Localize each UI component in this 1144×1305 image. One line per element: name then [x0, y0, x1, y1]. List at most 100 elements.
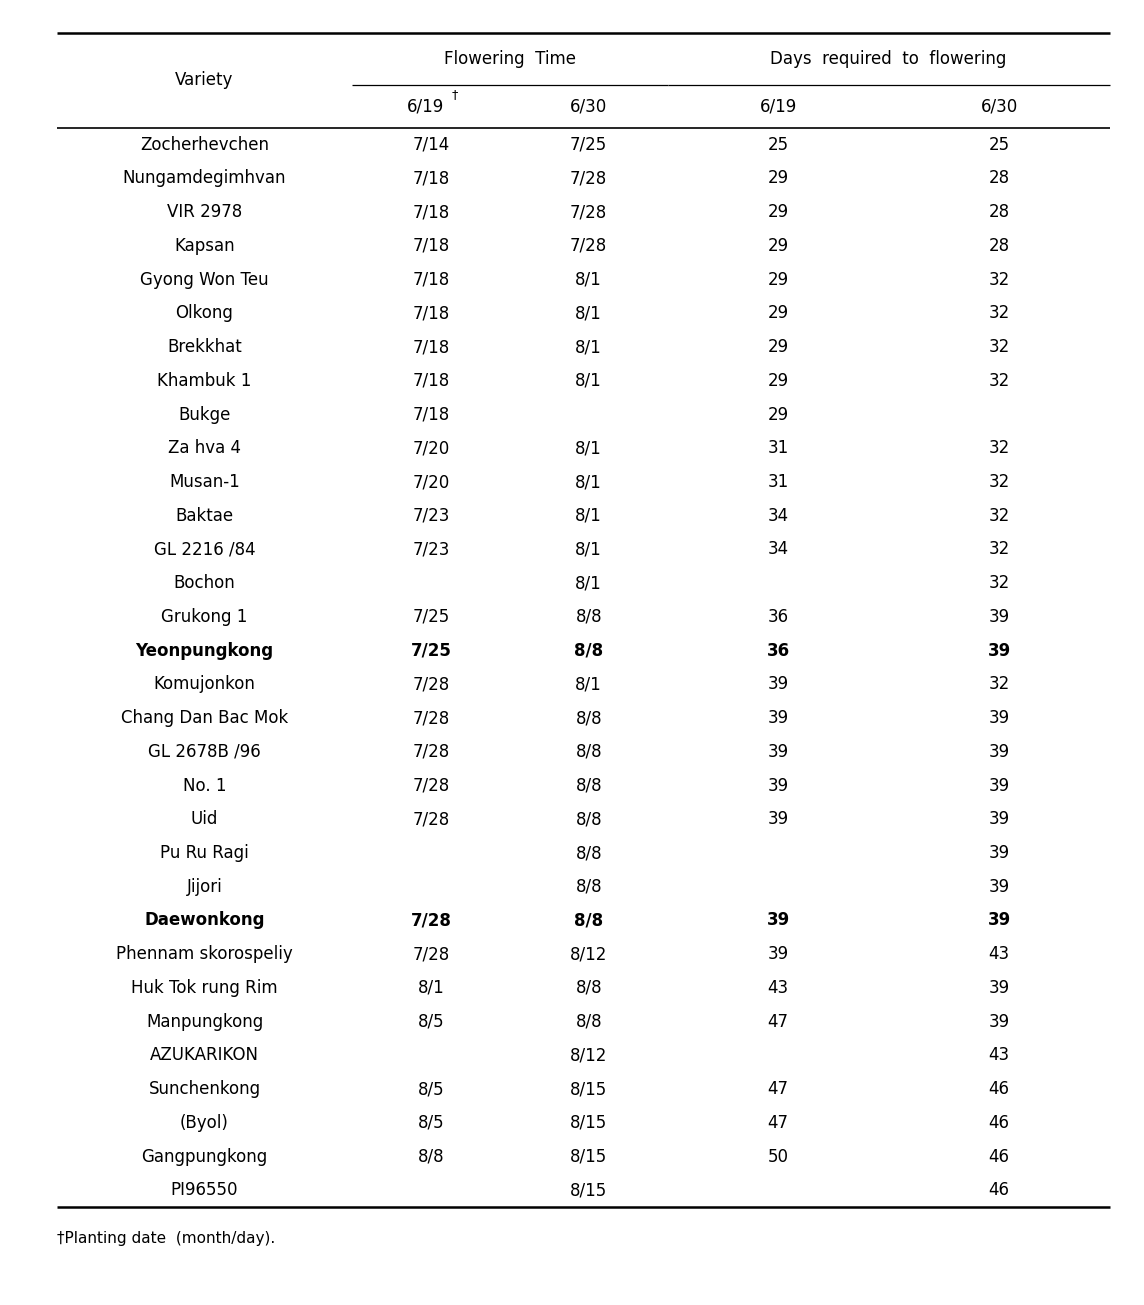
- Text: 8/8: 8/8: [575, 878, 602, 895]
- Text: Khambuk 1: Khambuk 1: [158, 372, 252, 390]
- Text: 7/18: 7/18: [412, 338, 450, 356]
- Text: Gangpungkong: Gangpungkong: [142, 1147, 268, 1165]
- Text: 39: 39: [768, 776, 788, 795]
- Text: 39: 39: [988, 743, 1010, 761]
- Text: 7/28: 7/28: [412, 810, 450, 829]
- Text: 28: 28: [988, 204, 1010, 222]
- Text: VIR 2978: VIR 2978: [167, 204, 243, 222]
- Text: 7/25: 7/25: [412, 608, 450, 626]
- Text: 32: 32: [988, 270, 1010, 288]
- Text: Phennam skorospeliy: Phennam skorospeliy: [117, 945, 293, 963]
- Text: 29: 29: [768, 372, 788, 390]
- Text: 39: 39: [987, 911, 1011, 929]
- Text: Variety: Variety: [175, 72, 233, 89]
- Text: 8/8: 8/8: [575, 776, 602, 795]
- Text: †Planting date  (month/day).: †Planting date (month/day).: [57, 1231, 276, 1245]
- Text: 32: 32: [988, 540, 1010, 559]
- Text: Sunchenkong: Sunchenkong: [149, 1081, 261, 1098]
- Text: Komujonkon: Komujonkon: [153, 676, 255, 693]
- Text: 8/5: 8/5: [418, 1013, 444, 1031]
- Text: Nungamdegimhvan: Nungamdegimhvan: [122, 170, 286, 188]
- Text: 8/8: 8/8: [575, 979, 602, 997]
- Text: 46: 46: [988, 1147, 1010, 1165]
- Text: 32: 32: [988, 472, 1010, 491]
- Text: Chang Dan Bac Mok: Chang Dan Bac Mok: [121, 709, 288, 727]
- Text: 29: 29: [768, 204, 788, 222]
- Text: (Byol): (Byol): [180, 1113, 229, 1131]
- Text: Brekkhat: Brekkhat: [167, 338, 241, 356]
- Text: 46: 46: [988, 1181, 1010, 1199]
- Text: 8/8: 8/8: [418, 1147, 444, 1165]
- Text: 7/20: 7/20: [412, 440, 450, 457]
- Text: Grukong 1: Grukong 1: [161, 608, 248, 626]
- Text: 31: 31: [768, 440, 788, 457]
- Text: 8/1: 8/1: [575, 540, 602, 559]
- Text: 32: 32: [988, 574, 1010, 592]
- Text: 7/14: 7/14: [412, 136, 450, 154]
- Text: 8/5: 8/5: [418, 1081, 444, 1098]
- Text: 7/28: 7/28: [411, 911, 451, 929]
- Text: PI96550: PI96550: [170, 1181, 238, 1199]
- Text: 43: 43: [988, 945, 1010, 963]
- Text: 7/28: 7/28: [412, 709, 450, 727]
- Text: 6/19: 6/19: [406, 98, 444, 115]
- Text: 8/1: 8/1: [575, 270, 602, 288]
- Text: Gyong Won Teu: Gyong Won Teu: [141, 270, 269, 288]
- Text: 39: 39: [988, 878, 1010, 895]
- Text: 8/15: 8/15: [570, 1147, 607, 1165]
- Text: 7/28: 7/28: [570, 238, 607, 254]
- Text: 6/30: 6/30: [570, 98, 607, 115]
- Text: 8/1: 8/1: [575, 338, 602, 356]
- Text: 7/28: 7/28: [412, 945, 450, 963]
- Text: AZUKARIKON: AZUKARIKON: [150, 1047, 259, 1065]
- Text: †: †: [452, 89, 458, 100]
- Text: 7/28: 7/28: [570, 170, 607, 188]
- Text: 6/19: 6/19: [760, 98, 796, 115]
- Text: Yeonpungkong: Yeonpungkong: [135, 642, 273, 659]
- Text: 39: 39: [768, 945, 788, 963]
- Text: Days  required  to  flowering: Days required to flowering: [770, 50, 1007, 68]
- Text: 39: 39: [988, 608, 1010, 626]
- Text: Musan-1: Musan-1: [169, 472, 240, 491]
- Text: 8/8: 8/8: [574, 911, 603, 929]
- Text: 8/15: 8/15: [570, 1181, 607, 1199]
- Text: 7/25: 7/25: [570, 136, 607, 154]
- Text: 29: 29: [768, 238, 788, 254]
- Text: 8/1: 8/1: [575, 506, 602, 525]
- Text: 39: 39: [987, 642, 1011, 659]
- Text: Zocherhevchen: Zocherhevchen: [140, 136, 269, 154]
- Text: 7/20: 7/20: [412, 472, 450, 491]
- Text: 39: 39: [768, 743, 788, 761]
- Text: 39: 39: [988, 1013, 1010, 1031]
- Text: 39: 39: [988, 709, 1010, 727]
- Text: 8/1: 8/1: [575, 440, 602, 457]
- Text: 8/1: 8/1: [575, 676, 602, 693]
- Text: 39: 39: [988, 844, 1010, 863]
- Text: 50: 50: [768, 1147, 788, 1165]
- Text: 32: 32: [988, 440, 1010, 457]
- Text: 25: 25: [768, 136, 788, 154]
- Text: 7/18: 7/18: [412, 372, 450, 390]
- Text: Flowering  Time: Flowering Time: [444, 50, 575, 68]
- Text: 7/18: 7/18: [412, 204, 450, 222]
- Text: 8/8: 8/8: [575, 810, 602, 829]
- Text: 8/8: 8/8: [575, 608, 602, 626]
- Text: 8/8: 8/8: [575, 1013, 602, 1031]
- Text: Huk Tok rung Rim: Huk Tok rung Rim: [132, 979, 278, 997]
- Text: Za hva 4: Za hva 4: [168, 440, 241, 457]
- Text: Jijori: Jijori: [186, 878, 222, 895]
- Text: 7/28: 7/28: [412, 776, 450, 795]
- Text: Bukge: Bukge: [178, 406, 231, 424]
- Text: 8/1: 8/1: [575, 372, 602, 390]
- Text: 8/15: 8/15: [570, 1113, 607, 1131]
- Text: 39: 39: [768, 709, 788, 727]
- Text: 7/25: 7/25: [411, 642, 451, 659]
- Text: Baktae: Baktae: [175, 506, 233, 525]
- Text: 29: 29: [768, 406, 788, 424]
- Text: 7/28: 7/28: [412, 676, 450, 693]
- Text: 8/5: 8/5: [418, 1113, 444, 1131]
- Text: GL 2678B /96: GL 2678B /96: [149, 743, 261, 761]
- Text: 39: 39: [988, 979, 1010, 997]
- Text: 7/18: 7/18: [412, 406, 450, 424]
- Text: 8/8: 8/8: [575, 709, 602, 727]
